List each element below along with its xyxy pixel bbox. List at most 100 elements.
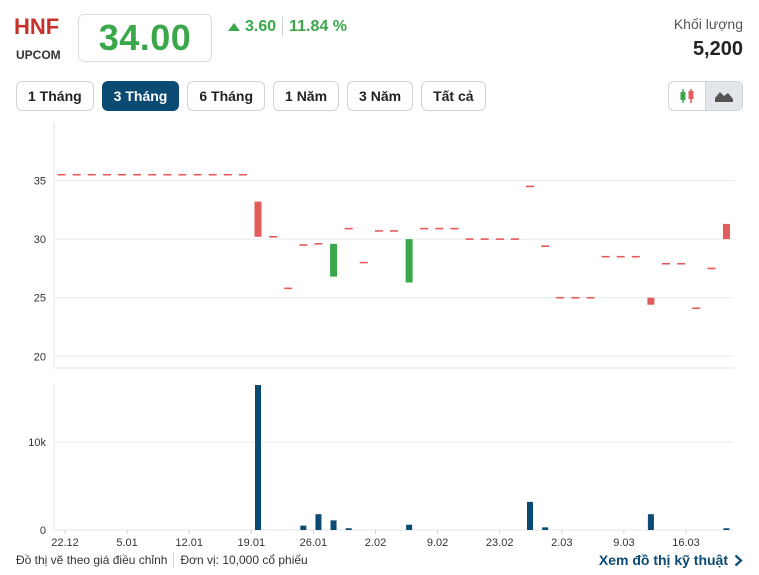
candle bbox=[57, 173, 66, 176]
volume-bar bbox=[723, 528, 730, 530]
candlestick-series bbox=[57, 173, 730, 310]
candle bbox=[330, 243, 338, 277]
candle bbox=[163, 173, 172, 176]
x-tick-label: 22.12 bbox=[51, 537, 79, 549]
ticker-symbol: HNF bbox=[14, 14, 60, 39]
current-price: 34.00 bbox=[98, 17, 192, 58]
candle bbox=[541, 245, 550, 247]
candle bbox=[465, 238, 474, 240]
volume-bar bbox=[330, 520, 337, 530]
candle bbox=[616, 255, 625, 258]
candle bbox=[571, 296, 580, 299]
volume-bar bbox=[345, 528, 352, 530]
volume-series bbox=[255, 385, 730, 530]
candle bbox=[178, 173, 187, 176]
candle bbox=[314, 243, 323, 245]
candle bbox=[254, 201, 262, 237]
candle bbox=[526, 185, 534, 188]
technical-chart-link[interactable]: Xem đồ thị kỹ thuật bbox=[599, 552, 743, 568]
price-tick-label: 35 bbox=[34, 176, 46, 188]
tab-all[interactable]: Tất cả bbox=[421, 81, 486, 111]
x-tick-label: 2.02 bbox=[365, 537, 386, 549]
candle bbox=[707, 267, 716, 270]
volume-bar bbox=[315, 514, 322, 530]
candle bbox=[677, 262, 686, 265]
candle bbox=[359, 261, 368, 264]
candlestick-button[interactable] bbox=[669, 82, 705, 110]
volume-bar bbox=[527, 501, 533, 530]
candle bbox=[495, 238, 504, 240]
candle bbox=[133, 173, 142, 176]
x-tick-label: 26.01 bbox=[300, 537, 328, 549]
candle bbox=[118, 173, 126, 176]
price-tick-label: 25 bbox=[34, 293, 46, 305]
x-tick-label: 2.03 bbox=[551, 537, 572, 549]
candle bbox=[556, 296, 565, 299]
area-chart-icon bbox=[715, 92, 733, 102]
candle bbox=[284, 287, 293, 290]
candle bbox=[72, 173, 81, 176]
candle bbox=[208, 173, 217, 176]
candle bbox=[631, 255, 640, 258]
candle bbox=[692, 307, 701, 310]
tab-1-year[interactable]: 1 Năm bbox=[273, 81, 340, 111]
x-tick-label: 12.01 bbox=[175, 537, 203, 549]
x-tick-label: 9.03 bbox=[613, 537, 634, 549]
price-box: 34.00 bbox=[78, 14, 212, 62]
candle bbox=[647, 297, 655, 305]
divider bbox=[282, 17, 284, 37]
divider bbox=[173, 553, 175, 567]
period-tabs: 1 Tháng 3 Tháng 6 Tháng 1 Năm 3 Năm Tất … bbox=[16, 81, 486, 111]
candle bbox=[662, 262, 670, 265]
price-change: 3.60 11.84 % bbox=[228, 17, 347, 37]
price-tick-label: 30 bbox=[34, 234, 46, 246]
exchange-label: UPCOM bbox=[16, 48, 61, 62]
volume-bar bbox=[255, 385, 261, 530]
chart-type-toggle bbox=[668, 81, 743, 111]
candle bbox=[601, 255, 610, 258]
candle bbox=[420, 227, 429, 230]
candle bbox=[390, 230, 398, 232]
volume-bar bbox=[542, 527, 549, 530]
candle bbox=[374, 230, 383, 232]
area-chart-button[interactable] bbox=[705, 82, 742, 110]
candle bbox=[586, 296, 595, 299]
x-tick-label: 5.01 bbox=[116, 537, 137, 549]
up-arrow-icon bbox=[228, 23, 240, 31]
chart-grid bbox=[53, 122, 734, 534]
candle bbox=[148, 173, 157, 176]
candle bbox=[269, 236, 278, 238]
candle bbox=[450, 227, 459, 230]
volume-tick-label: 10k bbox=[28, 437, 46, 449]
candle bbox=[480, 238, 489, 240]
tab-6-months[interactable]: 6 Tháng bbox=[187, 81, 266, 111]
volume-value: 5,200 bbox=[692, 38, 743, 60]
candle bbox=[299, 244, 308, 246]
x-tick-label: 19.01 bbox=[238, 537, 266, 549]
candle bbox=[102, 173, 111, 176]
unit-note: Đơn vị: 10,000 cổ phiếu bbox=[180, 553, 308, 567]
chevron-right-icon bbox=[734, 554, 743, 566]
candle bbox=[87, 173, 96, 176]
candle bbox=[405, 239, 413, 283]
footer-notes: Đồ thị vẽ theo giá điều chỉnh Đơn vị: 10… bbox=[16, 553, 308, 567]
change-value: 3.60 bbox=[245, 18, 277, 35]
tab-3-years[interactable]: 3 Năm bbox=[347, 81, 414, 111]
volume-bar bbox=[300, 525, 307, 530]
price-tick-label: 20 bbox=[34, 351, 46, 363]
candle bbox=[193, 173, 202, 176]
volume-bar bbox=[406, 524, 413, 530]
x-tick-label: 23.02 bbox=[486, 537, 514, 549]
technical-chart-link-label: Xem đồ thị kỹ thuật bbox=[598, 552, 728, 568]
candle bbox=[344, 227, 353, 230]
x-tick-label: 9.02 bbox=[427, 537, 448, 549]
axis-labels: 20 25 30 35 0 10k 22.12 5.01 12.01 19.01 26.01 2.02… bbox=[28, 176, 700, 549]
candlestick-icon bbox=[680, 89, 694, 103]
volume-tick-label: 0 bbox=[40, 525, 46, 537]
tab-3-months[interactable]: 3 Tháng bbox=[101, 81, 180, 111]
volume-label: Khối lượng bbox=[673, 16, 743, 32]
adjusted-price-note: Đồ thị vẽ theo giá điều chỉnh bbox=[16, 553, 168, 567]
tab-1-month[interactable]: 1 Tháng bbox=[16, 81, 94, 111]
volume-bar bbox=[647, 514, 654, 530]
candle bbox=[238, 173, 247, 176]
